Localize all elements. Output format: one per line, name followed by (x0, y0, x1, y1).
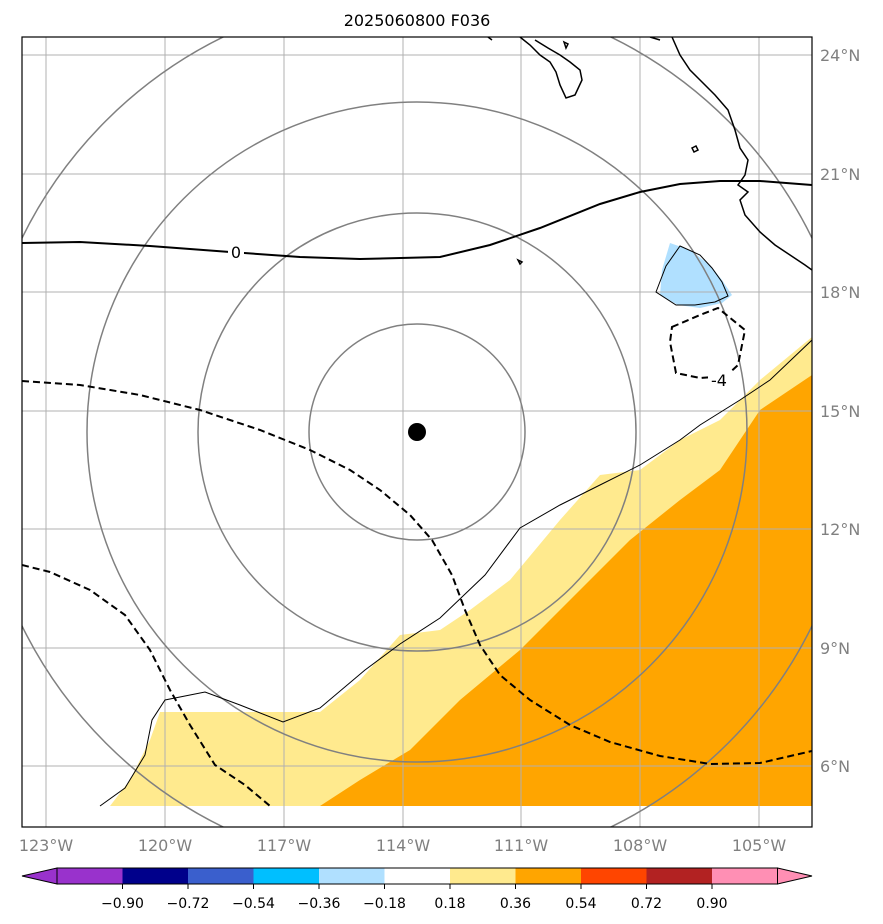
colorbar-segment (319, 868, 385, 884)
contour-dashed-closed (668, 306, 747, 380)
colorbar-segment (581, 868, 647, 884)
colorbar-segment (253, 868, 319, 884)
colorbar-segment (384, 868, 450, 884)
colorbar-tick-label: 0.54 (565, 896, 596, 912)
range-ring-2 (197, 212, 637, 652)
lat-tick-labels: 24°N 21°N 18°N 15°N 12°N 9°N 6°N (820, 46, 860, 776)
range-ring-3 (86, 101, 748, 763)
map-title: 2025060800 F036 (344, 11, 491, 30)
colorbar-tick-labels: −0.90 −0.72 −0.54 −0.36 −0.18 0.18 0.36 … (101, 896, 728, 912)
lat-tick-label: 24°N (820, 46, 860, 65)
colorbar-tick-label: −0.36 (298, 896, 341, 912)
positive-mid-fill (320, 375, 812, 806)
coastline-small-island (562, 40, 570, 50)
colorbar-tick-label: 0.90 (696, 896, 727, 912)
colorbar-tick-label: −0.18 (363, 896, 406, 912)
contour-label-zero: 0 (231, 243, 241, 262)
colorbar-frame (56, 867, 778, 885)
lon-tick-label: 120°W (138, 836, 193, 855)
coastline-island (690, 144, 700, 154)
contour-label-minus4: -4 (711, 371, 727, 390)
colorbar-segment (122, 868, 188, 884)
plot-frame (21, 36, 813, 828)
map-plot-area: 0 -4 (22, 37, 812, 827)
lon-tick-label: 108°W (613, 836, 668, 855)
colorbar-tick-label: 0.36 (500, 896, 531, 912)
storm-center-marker (408, 423, 426, 441)
lon-tick-label: 111°W (494, 836, 549, 855)
colorbar-segment (450, 868, 516, 884)
colorbar-segment (515, 868, 581, 884)
lat-tick-label: 6°N (820, 757, 850, 776)
colorbar: −0.90 −0.72 −0.54 −0.36 −0.18 0.18 0.36 … (21, 867, 813, 912)
lat-tick-label: 9°N (820, 639, 850, 658)
range-rings (22, 37, 812, 827)
contour-dashed-lower (22, 564, 271, 807)
colorbar-tick-label: 0.72 (631, 896, 662, 912)
coastline-islet (516, 258, 524, 266)
colorbar-tick-label: −0.90 (101, 896, 144, 912)
lat-tick-label: 15°N (820, 402, 860, 421)
coastline-land-outline (655, 245, 729, 306)
colorbar-extend-high (777, 867, 813, 885)
lat-tick-label: 12°N (820, 520, 860, 539)
lon-tick-label: 123°W (19, 836, 74, 855)
colorbar-ticks (122, 884, 713, 889)
range-ring-1 (308, 323, 526, 541)
lon-tick-label: 117°W (257, 836, 312, 855)
colorbar-extend-low (21, 867, 58, 885)
colorbar-segment (646, 868, 712, 884)
lon-tick-labels: 123°W 120°W 117°W 114°W 111°W 108°W 105°… (19, 836, 787, 855)
contour-dashed-upper (22, 380, 812, 766)
contour-zero (22, 180, 812, 261)
colorbar-segment (712, 868, 778, 884)
colorbar-tick-label: 0.18 (434, 896, 465, 912)
colorbar-tick-label: −0.54 (232, 896, 275, 912)
lon-tick-label: 105°W (732, 836, 787, 855)
colorbar-tick-label: −0.72 (167, 896, 210, 912)
lat-tick-label: 18°N (820, 283, 860, 302)
colorbar-segment (188, 868, 254, 884)
lat-tick-label: 21°N (820, 165, 860, 184)
colorbar-segment (57, 868, 123, 884)
lon-tick-label: 114°W (376, 836, 431, 855)
positive-region-outline (99, 339, 812, 807)
negative-contours (22, 306, 812, 807)
